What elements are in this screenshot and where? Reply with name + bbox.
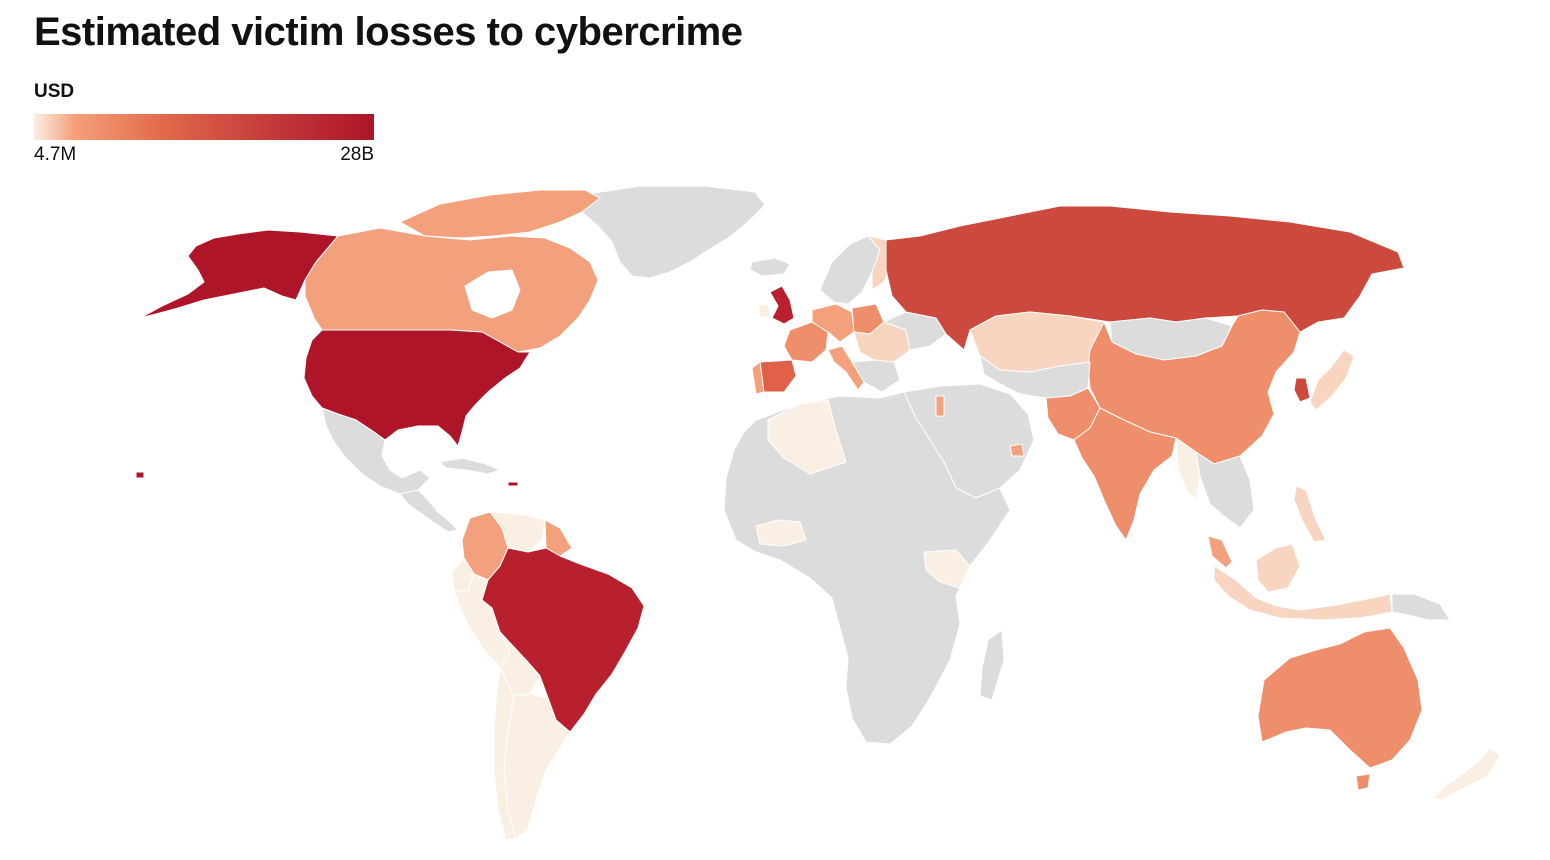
region-germany-central[interactable] [811,303,855,343]
region-argentina[interactable] [503,693,571,839]
region-kenya[interactable] [923,549,971,589]
region-indonesia[interactable] [1213,565,1393,621]
region-algeria[interactable] [767,399,847,475]
region-new-zealand[interactable] [1431,747,1501,801]
region-greenland[interactable] [574,185,766,279]
color-legend: USD 4.7M 28B [34,80,374,168]
legend-color-ramp [34,114,374,140]
legend-min-label: 4.7M [34,144,77,165]
region-papua[interactable] [1391,593,1451,621]
legend-unit-label: USD [34,81,75,102]
region-italy[interactable] [827,345,865,391]
region-central-america[interactable] [399,489,459,533]
region-united-states[interactable] [303,329,531,447]
region-southeast-asia[interactable] [1195,451,1255,529]
region-guyana[interactable] [544,519,573,557]
region-ireland[interactable] [757,303,771,319]
region-tasmania[interactable] [1355,773,1371,791]
region-ivory-coast-ghana[interactable] [755,519,807,547]
region-united-kingdom[interactable] [769,285,795,325]
map-title: Estimated victim losses to cybercrime [34,10,743,54]
region-iceland[interactable] [749,257,791,277]
region-malaysia[interactable] [1207,535,1233,569]
region-canada[interactable] [304,227,599,353]
region-hudson-bay [464,269,521,319]
region-hawaii[interactable] [135,471,145,479]
legend-labels: 4.7M 28B [34,144,374,168]
legend-max-label: 28B [340,144,374,165]
region-north-africa[interactable] [723,391,1011,745]
region-balkans[interactable] [851,359,901,393]
region-norway-sweden[interactable] [819,235,881,305]
region-madagascar[interactable] [979,629,1005,701]
region-venezuela[interactable] [489,511,546,553]
region-south-korea[interactable] [1293,377,1311,403]
region-mexico[interactable] [321,407,431,495]
region-india[interactable] [1073,407,1177,541]
region-australia[interactable] [1257,627,1423,769]
region-puerto-rico[interactable] [507,481,519,487]
region-uae[interactable] [1009,443,1025,457]
region-borneo[interactable] [1255,543,1301,593]
region-japan[interactable] [1309,349,1355,411]
region-canada-arctic[interactable] [399,189,601,239]
region-cuba[interactable] [439,457,501,475]
region-portugal[interactable] [751,361,765,395]
region-alaska[interactable] [139,229,339,319]
region-israel[interactable] [935,395,945,417]
region-philippines[interactable] [1293,485,1327,543]
